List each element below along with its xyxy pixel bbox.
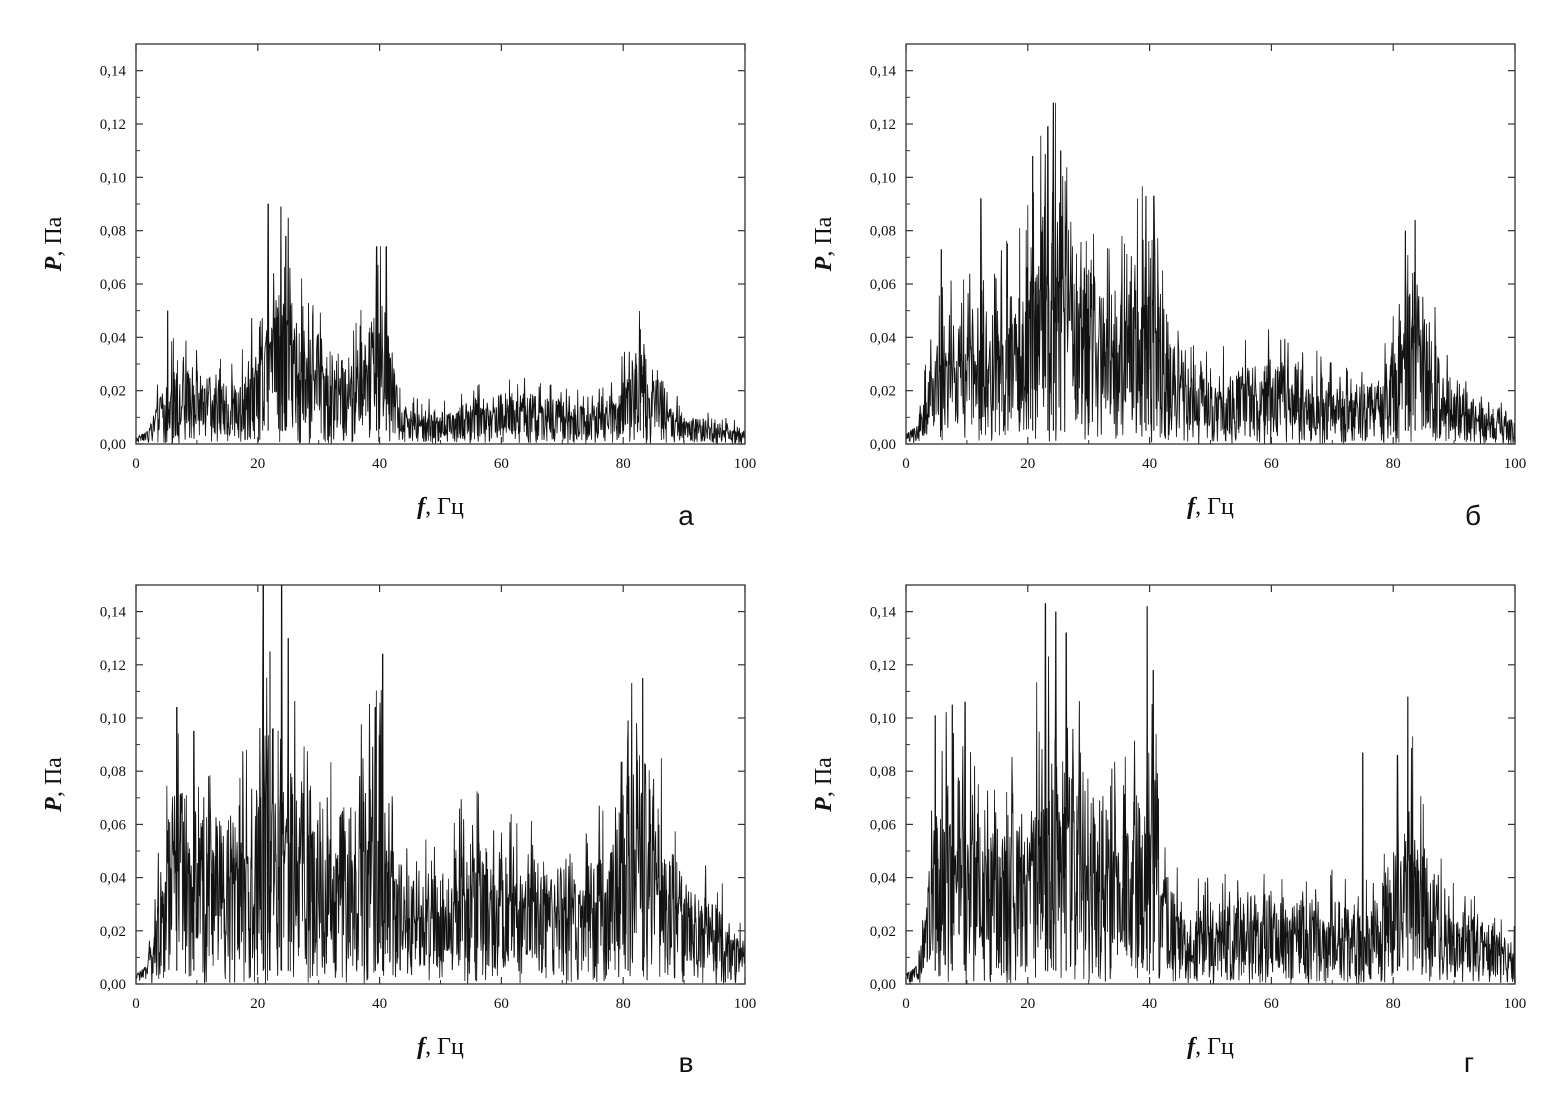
x-tick-label: 80 (1386, 456, 1401, 472)
y-tick-label: 0,00 (870, 437, 896, 453)
x-tick-label: 20 (250, 456, 265, 472)
panel-label: г (1464, 1047, 1474, 1078)
x-tick-label: 40 (1142, 996, 1157, 1012)
y-tick-label: 0,02 (870, 384, 896, 400)
x-tick-label: 80 (616, 456, 631, 472)
x-tick-label: 100 (1504, 996, 1527, 1012)
chart-panel-1: 0,00 0,02 0,04 0,06 0,08 0,10 0,12 0,14 0 20 40 60 8… (41, 43, 757, 531)
y-tick-label: 0,08 (870, 764, 896, 780)
y-tick-label: 0,12 (100, 117, 126, 133)
x-tick-label: 60 (494, 456, 509, 472)
x-tick-label: 60 (1264, 456, 1279, 472)
y-tick-label: 0,04 (100, 871, 127, 887)
y-tick-label: 0,06 (870, 277, 897, 293)
x-tick-label: 20 (1020, 996, 1035, 1012)
x-tick-label: 60 (1264, 996, 1279, 1012)
x-tick-label: 0 (132, 996, 140, 1012)
y-tick-label: 0,12 (870, 658, 896, 674)
panel-label: а (678, 500, 694, 531)
y-tick-label: 0,08 (870, 224, 896, 240)
spectrum-trace (906, 603, 1515, 984)
y-tick-label: 0,04 (870, 871, 897, 887)
y-tick-label: 0,00 (870, 977, 896, 993)
panel-label: в (679, 1047, 694, 1078)
x-tick-label: 40 (1142, 456, 1157, 472)
spectrum-trace (906, 102, 1515, 444)
x-axis-title: f, Гц (417, 494, 464, 520)
x-tick-label: 0 (902, 996, 910, 1012)
x-tick-label: 100 (734, 456, 757, 472)
y-tick-label: 0,06 (100, 277, 127, 293)
y-tick-label: 0,06 (870, 817, 897, 833)
y-axis-title: P, Па (811, 757, 837, 813)
spectrum-trace-light (136, 203, 745, 444)
y-axis-title: P, Па (41, 216, 67, 272)
x-tick-label: 40 (372, 996, 387, 1012)
x-tick-label: 40 (372, 456, 387, 472)
x-tick-label: 100 (734, 996, 757, 1012)
y-tick-label: 0,14 (100, 605, 127, 621)
y-tick-label: 0,12 (870, 117, 896, 133)
panel-label: б (1465, 500, 1481, 531)
y-tick-label: 0,00 (100, 437, 126, 453)
y-tick-label: 0,10 (870, 170, 896, 186)
spectrum-series (906, 603, 1515, 984)
y-tick-label: 0,02 (100, 924, 126, 940)
y-tick-label: 0,04 (100, 330, 127, 346)
y-tick-label: 0,10 (100, 711, 126, 727)
x-tick-label: 0 (132, 456, 140, 472)
chart-panel-3: 0,00 0,02 0,04 0,06 0,08 0,10 0,12 0,14 0 20 40 60 8… (41, 584, 757, 1078)
x-axis-title: f, Гц (1187, 494, 1234, 520)
y-tick-label: 0,08 (100, 764, 126, 780)
y-axis-title: P, Па (41, 757, 67, 813)
x-tick-label: 0 (902, 456, 910, 472)
y-tick-label: 0,12 (100, 658, 126, 674)
spectrum-trace (136, 585, 745, 984)
y-tick-label: 0,04 (870, 330, 897, 346)
x-axis-title: f, Гц (417, 1034, 464, 1060)
x-tick-label: 80 (616, 996, 631, 1012)
x-tick-label: 100 (1504, 456, 1527, 472)
y-tick-label: 0,02 (870, 924, 896, 940)
spectrum-series (906, 102, 1515, 444)
y-tick-label: 0,00 (100, 977, 126, 993)
y-tick-label: 0,08 (100, 224, 126, 240)
x-tick-label: 60 (494, 996, 509, 1012)
x-axis-title: f, Гц (1187, 1034, 1234, 1060)
spectrum-series (136, 585, 745, 984)
y-tick-label: 0,14 (870, 605, 897, 621)
y-tick-label: 0,10 (870, 711, 896, 727)
x-tick-label: 80 (1386, 996, 1401, 1012)
y-axis-title: P, Па (811, 216, 837, 272)
x-tick-label: 20 (250, 996, 265, 1012)
y-tick-label: 0,06 (100, 817, 127, 833)
y-tick-label: 0,02 (100, 384, 126, 400)
spectrum-series (136, 203, 745, 444)
chart-panel-4: 0,00 0,02 0,04 0,06 0,08 0,10 0,12 0,14 0 20 40 60 8… (811, 584, 1527, 1078)
x-tick-label: 20 (1020, 456, 1035, 472)
spectrum-trace (136, 203, 745, 444)
y-tick-label: 0,10 (100, 170, 126, 186)
y-tick-label: 0,14 (870, 64, 897, 80)
chart-panel-2: 0,00 0,02 0,04 0,06 0,08 0,10 0,12 0,14 0 20 40 60 8… (811, 43, 1527, 531)
y-tick-label: 0,14 (100, 64, 127, 80)
